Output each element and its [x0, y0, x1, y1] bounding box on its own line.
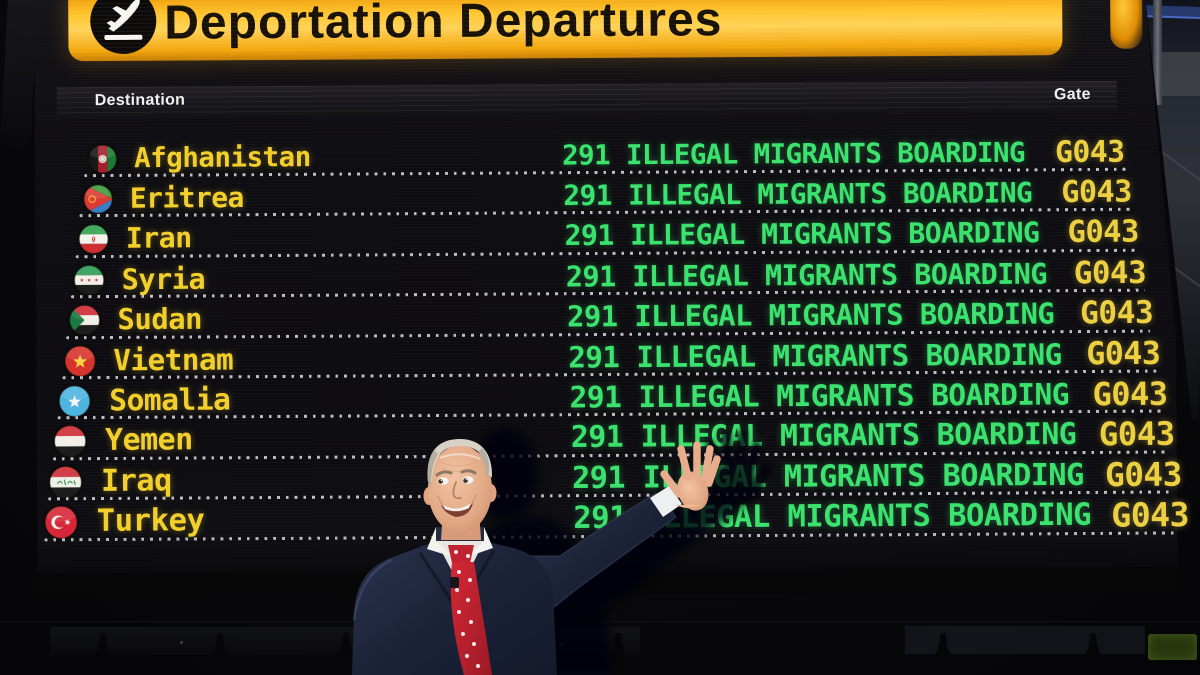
board-row: Somalia 291 ILLEGAL MIGRANTS BOARDING G0…: [0, 374, 1200, 422]
flag-turkey: [44, 505, 78, 540]
gate-cell: G043: [1061, 174, 1132, 210]
header-bar-reflection: [1110, 0, 1143, 49]
flag-eritrea: [83, 184, 113, 214]
board-row: Vietnam 291 ILLEGAL MIGRANTS BOARDING G0…: [0, 333, 1200, 381]
board-row: Sudan 291 ILLEGAL MIGRANTS BOARDING G043: [0, 293, 1200, 341]
status-cell: 291 ILLEGAL MIGRANTS BOARDING: [564, 216, 1040, 253]
board-row: Turkey 291 ILLEGAL MIGRANTS BOARDING G04…: [1, 495, 1200, 543]
flag-vietnam: [63, 345, 96, 377]
board-row: Syria 291 ILLEGAL MIGRANTS BOARDING G043: [0, 253, 1200, 301]
column-header-gate: Gate: [1053, 85, 1091, 104]
status-cell: 291 ILLEGAL MIGRANTS BOARDING: [573, 497, 1092, 537]
flag-somalia: [59, 385, 91, 418]
destination-cell: Vietnam: [113, 342, 234, 377]
board-row: Eritrea 291 ILLEGAL MIGRANTS BOARDING G0…: [0, 172, 1199, 220]
board-header: Deportation Departures: [68, 0, 1063, 62]
board-bottom-fade: [31, 531, 1182, 599]
gate-cell: G043: [1079, 294, 1154, 332]
board-rows: Afghanistan 291 ILLEGAL MIGRANTS BOARDIN…: [0, 0, 1198, 541]
destination-cell: Sudan: [117, 301, 203, 337]
stage-highlight: [180, 641, 183, 644]
board-row: Yemen 291 ILLEGAL MIGRANTS BOARDING G043: [1, 414, 1200, 462]
gate-cell: G043: [1111, 495, 1190, 535]
destination-cell: Syria: [121, 261, 206, 296]
background-pole: [1153, 0, 1162, 105]
stage-highlight: [560, 643, 563, 646]
destination-cell: Yemen: [104, 422, 193, 459]
destination-cell: Somalia: [109, 382, 231, 418]
gate-cell: G043: [1098, 415, 1175, 454]
status-cell: 291 ILLEGAL MIGRANTS BOARDING: [565, 256, 1047, 294]
background-wall-patch: [1160, 52, 1200, 96]
status-cell: 291 ILLEGAL MIGRANTS BOARDING: [569, 377, 1069, 415]
column-header-destination: Destination: [94, 91, 186, 110]
flag-iraq: [49, 465, 83, 499]
status-cell: 291 ILLEGAL MIGRANTS BOARDING: [570, 417, 1077, 456]
flag-afghanistan: [88, 144, 118, 173]
gate-cell: G043: [1067, 214, 1140, 251]
gate-cell: G043: [1104, 455, 1182, 494]
status-cell: 291 ILLEGAL MIGRANTS BOARDING: [568, 337, 1062, 375]
gate-cell: G043: [1054, 134, 1125, 170]
stage-highlight: [402, 639, 405, 642]
flag-syria: [73, 264, 104, 295]
destination-cell: Turkey: [96, 503, 205, 539]
gate-cell: G043: [1086, 335, 1161, 372]
status-cell: 291 ILLEGAL MIGRANTS BOARDING: [566, 296, 1055, 334]
destination-cell: Iraq: [100, 463, 172, 499]
stage-edge: [0, 621, 1200, 622]
board-row: Afghanistan 291 ILLEGAL MIGRANTS BOARDIN…: [0, 131, 1199, 179]
status-cell: 291 ILLEGAL MIGRANTS BOARDING: [563, 176, 1033, 212]
destination-cell: Eritrea: [129, 180, 244, 215]
gate-cell: G043: [1073, 254, 1147, 292]
departures-plane-icon: [90, 0, 157, 55]
board-row: Iraq 291 ILLEGAL MIGRANTS BOARDING G043: [1, 455, 1200, 503]
flag-sudan: [68, 304, 100, 336]
board-row: Iran 291 ILLEGAL MIGRANTS BOARDING G043: [0, 212, 1200, 260]
status-cell: 291 ILLEGAL MIGRANTS BOARDING: [562, 136, 1025, 172]
gate-cell: G043: [1092, 374, 1168, 414]
flag-yemen: [54, 425, 87, 458]
status-cell: 291 ILLEGAL MIGRANTS BOARDING: [571, 457, 1084, 496]
destination-cell: Afghanistan: [134, 140, 311, 174]
destination-cell: Iran: [125, 221, 192, 256]
board-title: Deportation Departures: [164, 0, 723, 50]
stage-green-case: [1148, 634, 1197, 660]
flag-iran: [78, 224, 109, 255]
